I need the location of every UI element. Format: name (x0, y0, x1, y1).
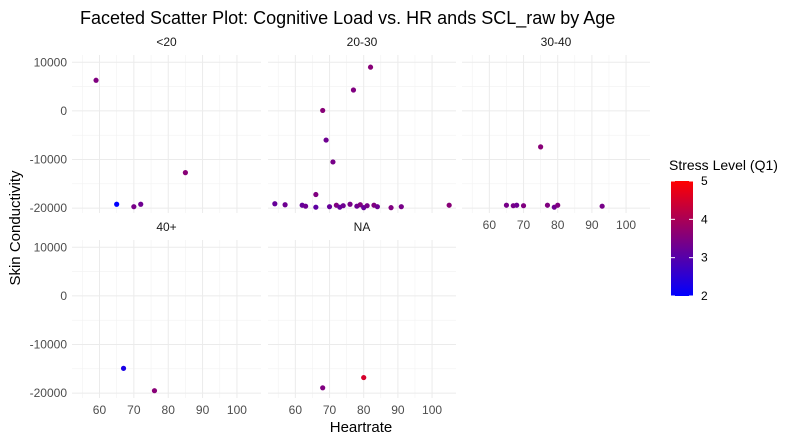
data-point (503, 202, 510, 208)
data-point (388, 205, 394, 211)
data-point (114, 201, 120, 207)
facet-strip-label: 30-40 (541, 35, 572, 49)
data-point (120, 365, 127, 371)
legend-tick-label: 4 (701, 212, 708, 226)
y-tick-label: 10000 (34, 240, 68, 254)
data-point (361, 374, 367, 381)
data-point (599, 203, 605, 209)
x-tick-label: 60 (483, 218, 497, 232)
data-point (320, 385, 326, 391)
data-point (367, 64, 374, 70)
legend-tick-label: 2 (701, 289, 708, 303)
data-point (364, 203, 370, 209)
facet-panels: <20 10000 0 -10000 -20000 20-30 30-40 60 70 80 90 1… (30, 35, 650, 417)
data-point (520, 203, 527, 209)
x-tick-label: 100 (227, 403, 247, 417)
legend-colorbar (671, 181, 693, 296)
legend-tick-label: 5 (701, 174, 708, 188)
x-tick-label: 60 (289, 403, 303, 417)
x-tick-label: 80 (357, 403, 371, 417)
data-point (272, 201, 278, 207)
data-point (347, 201, 353, 207)
data-point (446, 202, 452, 208)
x-tick-label: 90 (585, 218, 599, 232)
x-tick-label: 90 (391, 403, 405, 417)
data-point (151, 388, 158, 394)
facet-strip-label: <20 (156, 35, 177, 49)
y-tick-label: 0 (60, 104, 67, 118)
x-tick-label: 70 (517, 218, 531, 232)
data-point (555, 202, 561, 208)
x-tick-label: 60 (93, 403, 107, 417)
data-point (330, 159, 336, 165)
y-axis-title: Skin Conductivity (7, 170, 24, 286)
data-point (182, 170, 188, 176)
y-tick-label: -20000 (30, 386, 68, 400)
chart-title: Faceted Scatter Plot: Cognitive Load vs.… (80, 8, 615, 29)
facet-panel: 40+ 60 70 80 90 100 10000 0 -10000 -20000 (30, 220, 261, 417)
x-tick-label: 70 (323, 403, 337, 417)
data-point (320, 107, 326, 114)
data-point (303, 203, 309, 209)
legend-tick-label: 3 (701, 251, 708, 265)
y-tick-label: 10000 (34, 55, 68, 69)
data-point (323, 137, 329, 143)
facet-strip-label: 40+ (156, 220, 176, 234)
x-tick-label: 90 (196, 403, 210, 417)
data-point (138, 201, 144, 207)
y-tick-label: -10000 (30, 153, 68, 167)
facet-strip-label: NA (354, 220, 371, 234)
x-tick-label: 80 (162, 403, 176, 417)
x-axis-title: Heartrate (330, 419, 393, 436)
data-point (374, 204, 380, 210)
data-point (93, 77, 99, 83)
data-point (313, 191, 319, 198)
y-tick-label: -20000 (30, 201, 68, 215)
data-point (544, 202, 551, 208)
data-point (131, 204, 137, 210)
facet-strip-label: 20-30 (347, 35, 378, 49)
data-point (357, 202, 363, 208)
x-tick-label: 80 (551, 218, 565, 232)
data-point (538, 144, 544, 150)
x-tick-label: 100 (616, 218, 636, 232)
data-point (398, 204, 404, 210)
data-point (340, 203, 346, 209)
data-point (350, 87, 357, 93)
facet-panel: <20 10000 0 -10000 -20000 (30, 35, 261, 215)
facet-panel: 30-40 60 70 80 90 100 (462, 35, 650, 232)
x-tick-label: 100 (422, 403, 442, 417)
y-tick-label: 0 (60, 289, 67, 303)
data-point (326, 204, 333, 210)
y-tick-label: -10000 (30, 338, 68, 352)
legend-title: Stress Level (Q1) (669, 157, 778, 173)
data-point (514, 202, 520, 208)
facet-panel: NA 60 70 80 90 100 (268, 220, 456, 417)
data-point (282, 202, 288, 208)
facet-panel: 20-30 (268, 35, 456, 213)
data-point (313, 204, 319, 210)
legend: Stress Level (Q1) 5 4 3 2 (669, 157, 778, 303)
x-tick-label: 70 (127, 403, 141, 417)
